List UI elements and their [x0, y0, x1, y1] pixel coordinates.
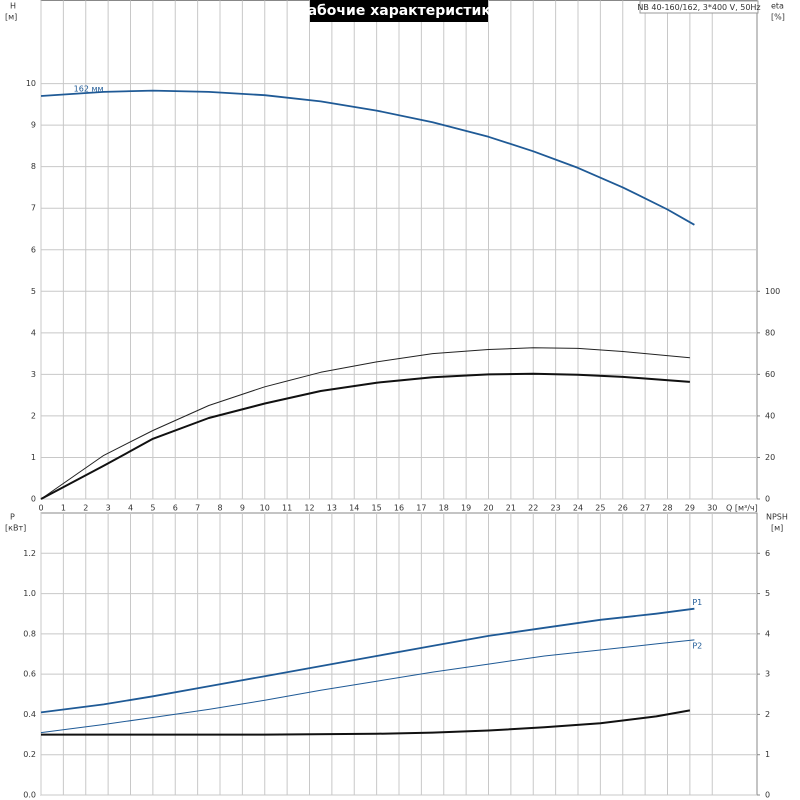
curve: [40, 89, 695, 226]
x-tick-label: 17: [416, 504, 426, 513]
x-label: Q [м³/ч]: [726, 504, 758, 513]
curve: [40, 607, 695, 714]
curve: [41, 709, 691, 736]
x-tick-label: 2: [83, 504, 88, 513]
x-tick-label: 24: [573, 504, 583, 513]
y-tick-label: 0: [31, 495, 36, 504]
x-tick-label: 20: [483, 504, 493, 513]
x-tick-label: 14: [349, 504, 359, 513]
x-tick-label: 23: [551, 504, 561, 513]
y2-tick-label: 2: [765, 710, 770, 719]
y-tick-label: 0.4: [23, 710, 36, 719]
x-tick-label: 0: [38, 504, 43, 513]
x-tick-label: 8: [217, 504, 222, 513]
y-tick-label: 5: [31, 287, 36, 296]
y-label: H: [10, 2, 16, 11]
y-tick-label: 1: [31, 453, 36, 462]
x-tick-label: 18: [439, 504, 449, 513]
model-box: [639, 0, 759, 14]
x-tick-label: 10: [260, 504, 270, 513]
x-tick-label: 6: [173, 504, 178, 513]
y-tick-label: 10: [26, 79, 36, 88]
y-tick-label: 9: [31, 121, 36, 130]
y-tick-label: 4: [31, 328, 36, 337]
x-tick-label: 30: [707, 504, 717, 513]
y2-label: eta: [771, 2, 784, 11]
curve: [40, 639, 695, 734]
x-tick-label: 28: [662, 504, 672, 513]
y2-unit: [%]: [771, 13, 785, 22]
curve-label: P2: [692, 641, 702, 650]
y2-tick-label: 0: [765, 495, 770, 504]
y-tick-label: 6: [31, 245, 36, 254]
x-tick-label: 9: [240, 504, 245, 513]
y2-label: NPSH: [766, 513, 788, 522]
y-tick-label: 0.0: [23, 791, 36, 800]
y-tick-label: 0.2: [23, 750, 36, 759]
x-tick-label: 13: [327, 504, 337, 513]
y-tick-label: 7: [31, 204, 36, 213]
y-tick-label: 0.6: [23, 670, 36, 679]
curve: [40, 347, 690, 500]
x-tick-label: 19: [461, 504, 471, 513]
y-tick-label: 3: [31, 370, 36, 379]
y2-tick-label: 100: [765, 287, 780, 296]
y2-tick-label: 80: [765, 328, 775, 337]
y-label: P: [10, 513, 15, 522]
curve-label: P1: [692, 598, 702, 607]
y-tick-label: 0.8: [23, 629, 36, 638]
x-tick-label: 29: [685, 504, 695, 513]
x-tick-label: 25: [595, 504, 605, 513]
y2-tick-label: 6: [765, 549, 770, 558]
y-tick-label: 2: [31, 411, 36, 420]
x-tick-label: 4: [128, 504, 133, 513]
y2-tick-label: 4: [765, 629, 770, 638]
model-label: NB 40-160/162, 3*400 V, 50Hz: [637, 3, 760, 12]
y2-tick-label: 20: [765, 453, 775, 462]
y-tick-label: 8: [31, 162, 36, 171]
curve: [40, 372, 690, 500]
x-tick-label: 11: [282, 504, 292, 513]
y2-tick-label: 5: [765, 589, 770, 598]
y2-tick-label: 1: [765, 750, 770, 759]
x-tick-label: 1: [61, 504, 66, 513]
x-tick-label: 15: [372, 504, 382, 513]
x-tick-label: 16: [394, 504, 404, 513]
y-unit: [м]: [5, 13, 17, 22]
x-tick-label: 21: [506, 504, 516, 513]
x-tick-label: 5: [150, 504, 155, 513]
title-box: [310, 0, 488, 22]
y-unit: [кВт]: [5, 524, 26, 533]
x-tick-label: 12: [304, 504, 314, 513]
x-tick-label: 7: [195, 504, 200, 513]
y-tick-label: 1.2: [23, 549, 36, 558]
x-tick-label: 22: [528, 504, 538, 513]
chart-title: Рабочие характеристики: [297, 3, 500, 19]
x-tick-label: 3: [106, 504, 111, 513]
y2-tick-label: 3: [765, 670, 770, 679]
y2-unit: [м]: [771, 524, 783, 533]
curve-label: 162 мм: [74, 84, 104, 93]
x-tick-label: 26: [618, 504, 628, 513]
x-tick-label: 27: [640, 504, 650, 513]
y2-tick-label: 60: [765, 370, 775, 379]
y2-tick-label: 40: [765, 411, 775, 420]
y-tick-label: 1.0: [23, 589, 36, 598]
y2-tick-label: 0: [765, 791, 770, 800]
